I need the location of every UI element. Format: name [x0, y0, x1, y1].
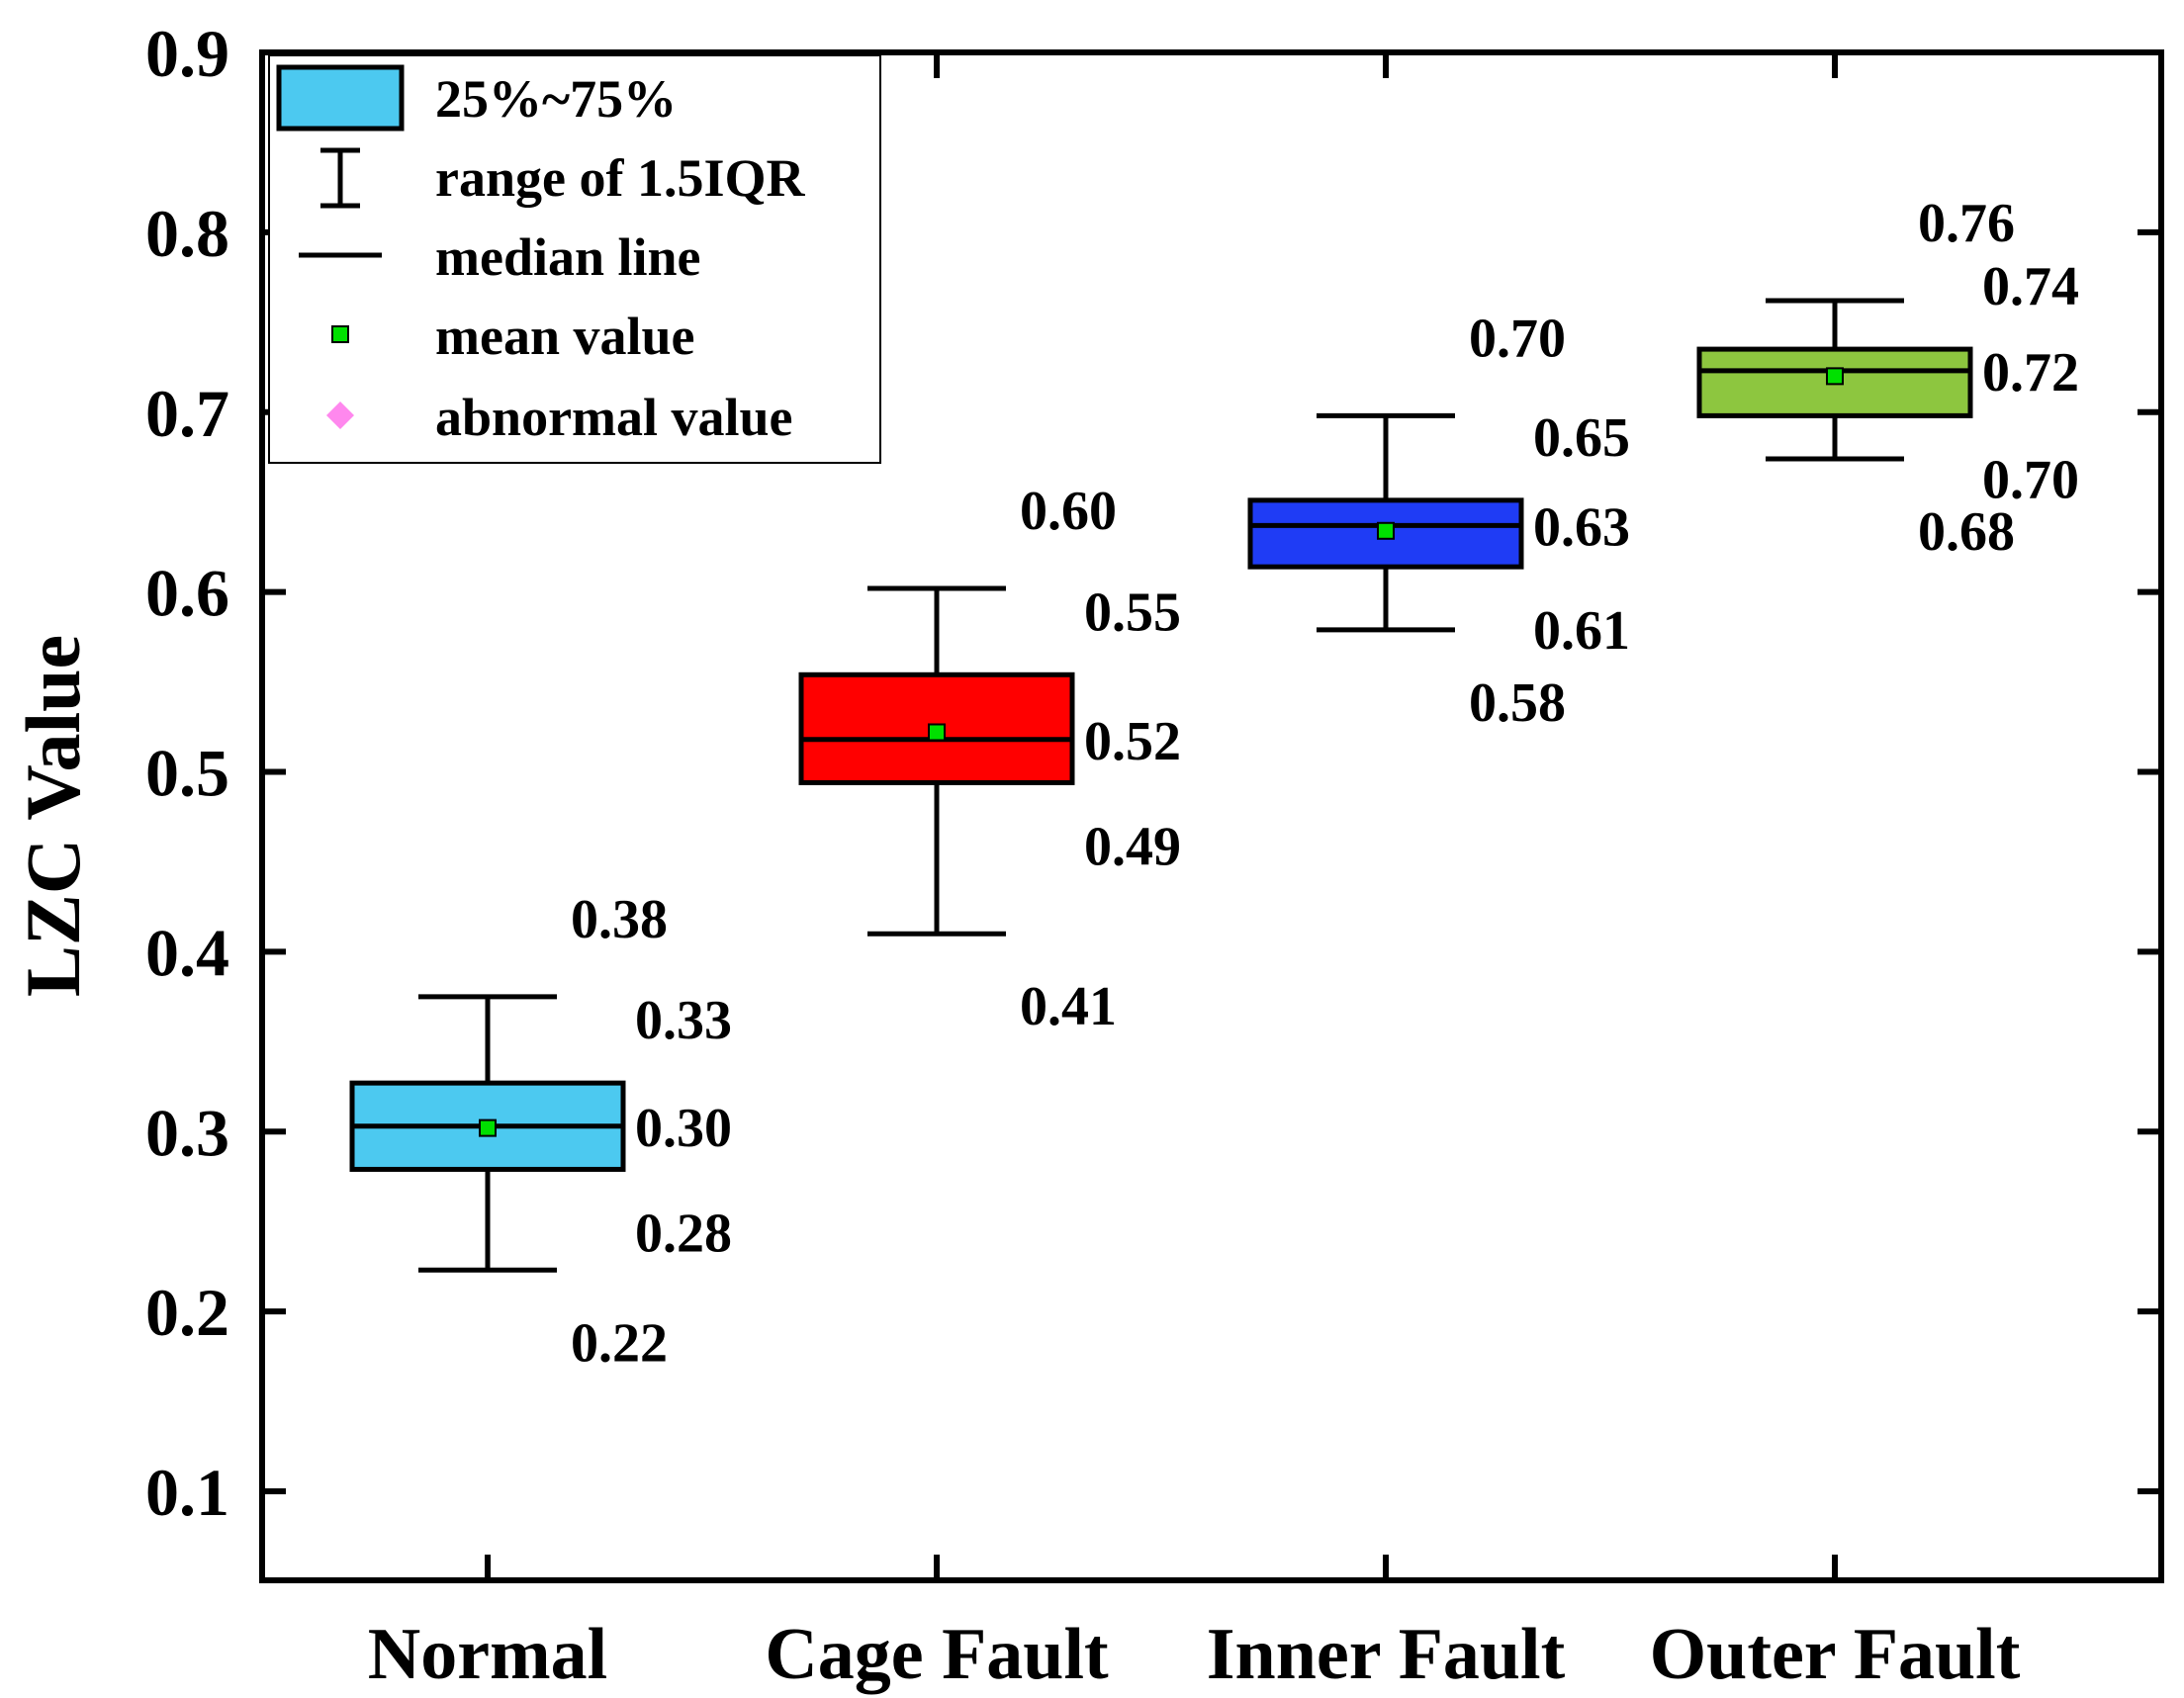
label-q3: 0.65: [1533, 407, 1630, 469]
label-max: 0.38: [571, 889, 668, 950]
label-median: 0.52: [1084, 711, 1181, 772]
label-max: 0.60: [1020, 481, 1117, 542]
label-median: 0.63: [1533, 496, 1630, 558]
label-median: 0.72: [1982, 342, 2079, 403]
plot-frame: [259, 49, 2164, 1583]
label-median: 0.30: [635, 1098, 732, 1159]
y-tick-label: 0.1: [145, 1455, 229, 1530]
y-tick-label: 0.3: [145, 1095, 229, 1170]
y-tick-label: 0.8: [145, 196, 229, 271]
label-q1: 0.28: [635, 1203, 732, 1264]
x-category-label: Normal: [368, 1614, 608, 1695]
y-tick-label: 0.6: [145, 556, 229, 631]
y-axis-label: LZC Value: [10, 635, 96, 997]
mean-marker: [928, 723, 946, 742]
label-max: 0.70: [1469, 308, 1566, 369]
label-q1: 0.61: [1533, 600, 1630, 662]
box-group: 0.70 0.65 0.63 0.61 0.58: [1247, 308, 1630, 734]
box-group: 0.38 0.33 0.30 0.28 0.22: [349, 889, 732, 1374]
y-axis-ticks: 0.1 0.2 0.3 0.4 0.5 0.6 0.7 0.8 0.9: [145, 16, 2161, 1530]
legend-label: range of 1.5IQR: [435, 148, 805, 208]
y-tick-label: 0.5: [145, 736, 229, 811]
box-series: 0.38 0.33 0.30 0.28 0.22 0.60 0.55 0.52 0.49 0.41…: [349, 193, 2079, 1374]
legend-label: mean value: [435, 307, 695, 366]
x-category-label: Outer Fault: [1650, 1614, 2021, 1695]
y-tick-label: 0.4: [145, 915, 229, 990]
label-q1: 0.70: [1982, 449, 2079, 510]
legend-box-swatch: [276, 64, 405, 132]
x-category-label: Cage Fault: [765, 1614, 1109, 1695]
legend-label: abnormal value: [435, 388, 793, 447]
box-group: 0.60 0.55 0.52 0.49 0.41: [798, 481, 1181, 1037]
x-category-label: Inner Fault: [1207, 1614, 1566, 1695]
mean-marker: [1826, 367, 1844, 386]
label-max: 0.76: [1918, 193, 2015, 254]
label-min: 0.68: [1918, 501, 2015, 563]
label-q3: 0.33: [635, 990, 732, 1051]
legend-abnormal-symbol: [326, 402, 354, 429]
y-tick-label: 0.2: [145, 1275, 229, 1350]
mean-marker: [479, 1118, 497, 1137]
label-min: 0.58: [1469, 672, 1566, 734]
label-q1: 0.49: [1084, 816, 1181, 877]
legend-mean-symbol: [331, 325, 349, 343]
y-tick-label: 0.7: [145, 376, 229, 451]
label-min: 0.22: [571, 1312, 668, 1374]
box-group: 0.760.74 0.72 0.700.68: [1696, 193, 2079, 563]
mean-marker: [1377, 521, 1395, 540]
legend: 25%~75% range of 1.5IQR median line mean va…: [268, 54, 881, 464]
label-q3: 0.55: [1084, 581, 1181, 643]
label-q3: 0.74: [1982, 256, 2079, 317]
legend-label: median line: [435, 227, 701, 287]
legend-label: 25%~75%: [435, 69, 677, 129]
y-tick-label: 0.9: [145, 16, 229, 91]
label-min: 0.41: [1020, 976, 1117, 1037]
x-axis-ticks: Normal Cage Fault Inner Fault Outer Fault: [368, 52, 2021, 1695]
